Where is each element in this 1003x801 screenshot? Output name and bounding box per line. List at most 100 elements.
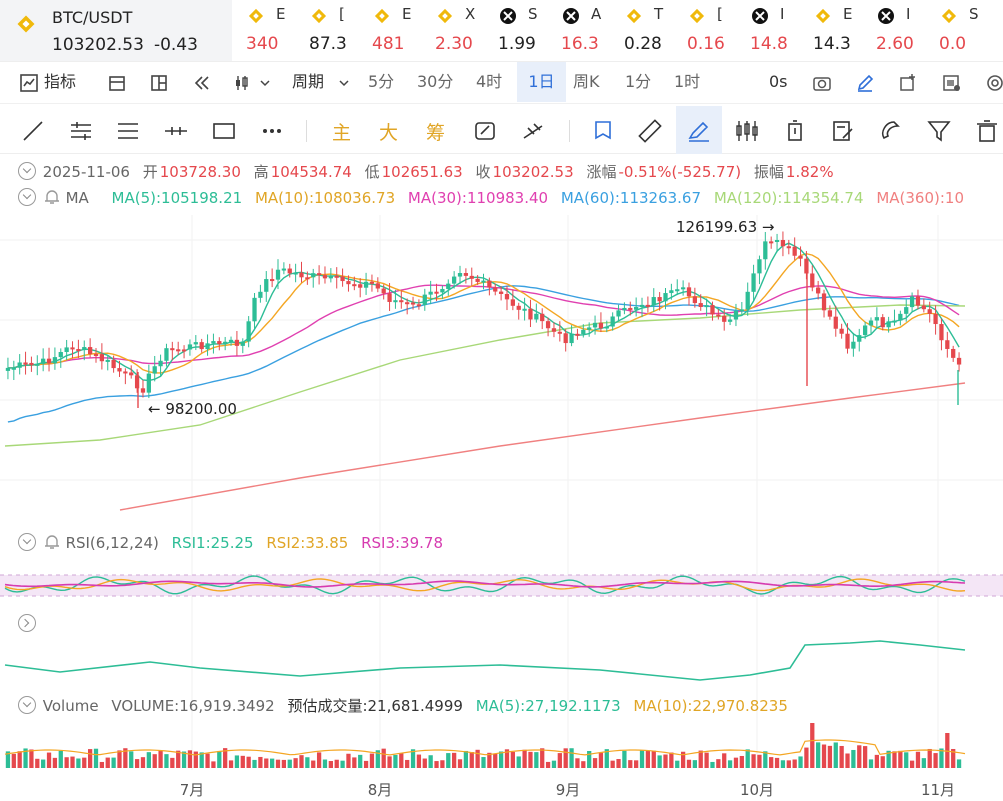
candlestick-icon[interactable] xyxy=(233,73,253,93)
interval-4[interactable]: 周K xyxy=(573,72,600,91)
candle xyxy=(739,309,744,312)
current-pair[interactable]: BTC/USDT 103202.53 -0.43 xyxy=(0,0,232,61)
brush-tool[interactable] xyxy=(676,106,722,154)
note-icon[interactable] xyxy=(830,118,856,144)
ticker-value: 340 xyxy=(246,34,279,54)
ticker-item[interactable]: E 481 xyxy=(362,0,426,61)
rsi3-line xyxy=(4,580,966,588)
ticker-item[interactable]: E 14.3 xyxy=(803,0,867,61)
ticker-item[interactable]: [0.16 xyxy=(677,0,741,61)
indicator-button[interactable]: 指标 xyxy=(44,72,77,91)
volume-bar xyxy=(457,759,463,768)
ruler-icon[interactable] xyxy=(637,118,663,144)
volume-bar xyxy=(334,759,339,768)
ma-collapse-icon[interactable] xyxy=(18,188,36,206)
filter-icon[interactable] xyxy=(926,118,952,144)
ticker-item[interactable]: A 16.3 xyxy=(551,0,615,61)
ticker-item[interactable]: E 340 xyxy=(236,0,300,61)
interval-6[interactable]: 1时 xyxy=(674,72,701,91)
ticker-value: 0.28 xyxy=(624,34,662,54)
main-chart-tool[interactable]: 主 xyxy=(332,122,352,144)
rectangle-icon[interactable] xyxy=(211,118,237,144)
interval-0[interactable]: 5分 xyxy=(368,72,395,91)
candle xyxy=(616,310,621,317)
calendar-icon[interactable] xyxy=(107,73,127,93)
brush-icon[interactable] xyxy=(686,118,712,144)
candle xyxy=(152,366,157,374)
candle xyxy=(540,313,545,322)
ticker-item[interactable]: S 1.99 xyxy=(488,0,552,61)
trash-icon[interactable] xyxy=(974,118,1000,144)
line-tool-icon[interactable] xyxy=(20,118,46,144)
expand-chevron-icon[interactable] xyxy=(18,614,36,632)
volume-value: VOLUME:16,919.3492 xyxy=(111,697,275,715)
candle-tool-icon[interactable] xyxy=(734,118,760,144)
candle xyxy=(170,348,175,351)
volume-bar xyxy=(774,757,780,768)
candle xyxy=(886,321,891,328)
bookmark-icon[interactable] xyxy=(590,118,616,144)
ticker-item[interactable]: X 2.30 xyxy=(425,0,489,61)
more-icon[interactable] xyxy=(259,118,285,144)
interval-1[interactable]: 30分 xyxy=(417,72,454,91)
horizontal-line-icon[interactable] xyxy=(163,118,189,144)
volume-bar xyxy=(281,759,287,768)
pen-icon[interactable] xyxy=(855,73,875,93)
settings-icon[interactable] xyxy=(985,73,1003,93)
ticker-name: E xyxy=(276,5,286,23)
magic-icon[interactable] xyxy=(472,118,498,144)
candle xyxy=(851,341,856,349)
candle xyxy=(704,305,709,308)
bell-icon[interactable] xyxy=(43,188,61,206)
rsi-bell-icon[interactable] xyxy=(43,533,61,551)
interval-5[interactable]: 1分 xyxy=(625,72,652,91)
camera-icon[interactable] xyxy=(812,73,832,93)
channel-icon[interactable] xyxy=(115,118,141,144)
volume-collapse-icon[interactable] xyxy=(18,696,36,714)
chip-tool[interactable]: 筹 xyxy=(426,122,446,144)
large-chart-tool[interactable]: 大 xyxy=(379,122,399,144)
magnet-icon[interactable] xyxy=(878,118,904,144)
battery-icon[interactable] xyxy=(782,118,808,144)
rsi2-value: RSI2:33.85 xyxy=(266,534,349,552)
layout-icon[interactable] xyxy=(149,73,169,93)
indicator-icon[interactable] xyxy=(19,73,39,93)
candle xyxy=(99,354,105,362)
ticker-item[interactable]: T 0.28 xyxy=(614,0,678,61)
candle xyxy=(316,273,322,276)
ticker-item[interactable]: S 0.0 xyxy=(929,0,993,61)
volume-bar xyxy=(434,761,439,768)
sub-indicator-line xyxy=(4,640,966,681)
volume-bar xyxy=(134,759,140,768)
candle xyxy=(939,324,944,341)
add-window-icon[interactable] xyxy=(898,73,918,93)
volume-bar xyxy=(939,748,944,768)
period-button[interactable]: 周期 xyxy=(292,72,325,91)
ticker-item[interactable]: [87.3 xyxy=(299,0,363,61)
candle xyxy=(904,307,909,314)
volume-bar xyxy=(904,752,909,768)
candle xyxy=(669,290,674,294)
ticker-item[interactable]: I 14.8 xyxy=(740,0,804,61)
candle xyxy=(610,316,615,327)
collapse-chevron-icon[interactable] xyxy=(18,162,36,180)
ticker-item[interactable]: I 2.60 xyxy=(866,0,930,61)
candle xyxy=(23,362,28,365)
rsi-collapse-icon[interactable] xyxy=(18,533,36,551)
candle xyxy=(76,349,81,352)
candle xyxy=(581,329,586,335)
candle xyxy=(628,307,633,310)
interval-3[interactable]: 1日 xyxy=(517,62,566,102)
rewind-icon[interactable] xyxy=(192,73,212,93)
chevron-down-icon[interactable] xyxy=(260,78,270,88)
candle xyxy=(452,276,457,284)
measure-icon[interactable] xyxy=(520,118,546,144)
candle xyxy=(176,349,181,352)
parallel-lines-icon[interactable] xyxy=(68,118,94,144)
high-value: 104534.74 xyxy=(270,163,352,181)
period-chevron-icon[interactable] xyxy=(339,78,349,88)
screenshot-icon[interactable] xyxy=(942,73,962,93)
interval-2[interactable]: 4时 xyxy=(476,72,503,91)
volume-bar xyxy=(70,756,75,768)
